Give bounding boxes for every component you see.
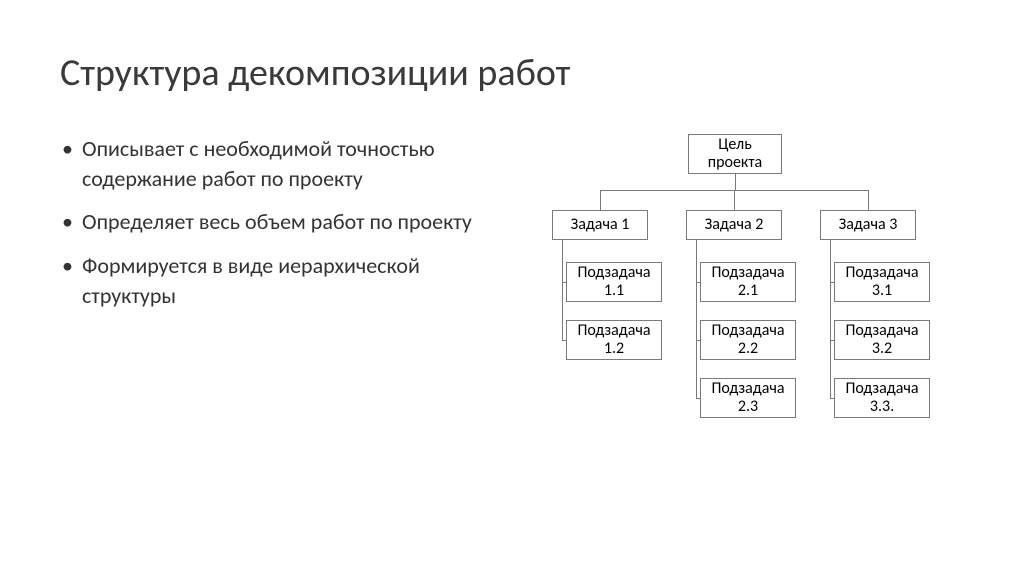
slide-content: Описывает с необходимой точностью содерж…: [60, 134, 964, 534]
wbs-tree-diagram: Цель проекта Задача 1 Подзадача 1.1 Подзада…: [510, 134, 964, 534]
tree-task: Задача 2: [686, 210, 782, 240]
tree-subtask: Подзадача 1.2: [566, 320, 662, 360]
connector-line: [600, 190, 601, 210]
tree-subtask: Подзадача 3.1: [834, 262, 930, 302]
bullet-item: Формируется в виде иерархической структу…: [60, 251, 490, 310]
slide: Структура декомпозиции работ Описывает с…: [0, 0, 1024, 574]
connector-line: [830, 240, 831, 398]
tree-subtask: Подзадача 3.3.: [834, 378, 930, 418]
bullet-item: Описывает с необходимой точностью содерж…: [60, 134, 490, 193]
bullet-item: Определяет весь объем работ по проекту: [60, 207, 490, 237]
connector-line: [696, 240, 697, 398]
connector-line: [734, 190, 735, 210]
connector-line: [868, 190, 869, 210]
tree-subtask: Подзадача 2.2: [700, 320, 796, 360]
connector-line: [735, 174, 736, 190]
tree-task: Задача 1: [552, 210, 648, 240]
tree-task: Задача 3: [820, 210, 916, 240]
bullet-list: Описывает с необходимой точностью содерж…: [60, 134, 490, 534]
slide-title: Структура декомпозиции работ: [60, 50, 964, 96]
tree-subtask: Подзадача 3.2: [834, 320, 930, 360]
tree-subtask: Подзадача 2.3: [700, 378, 796, 418]
tree-subtask: Подзадача 1.1: [566, 262, 662, 302]
connector-line: [562, 240, 563, 340]
tree-root: Цель проекта: [688, 134, 782, 174]
tree-subtask: Подзадача 2.1: [700, 262, 796, 302]
